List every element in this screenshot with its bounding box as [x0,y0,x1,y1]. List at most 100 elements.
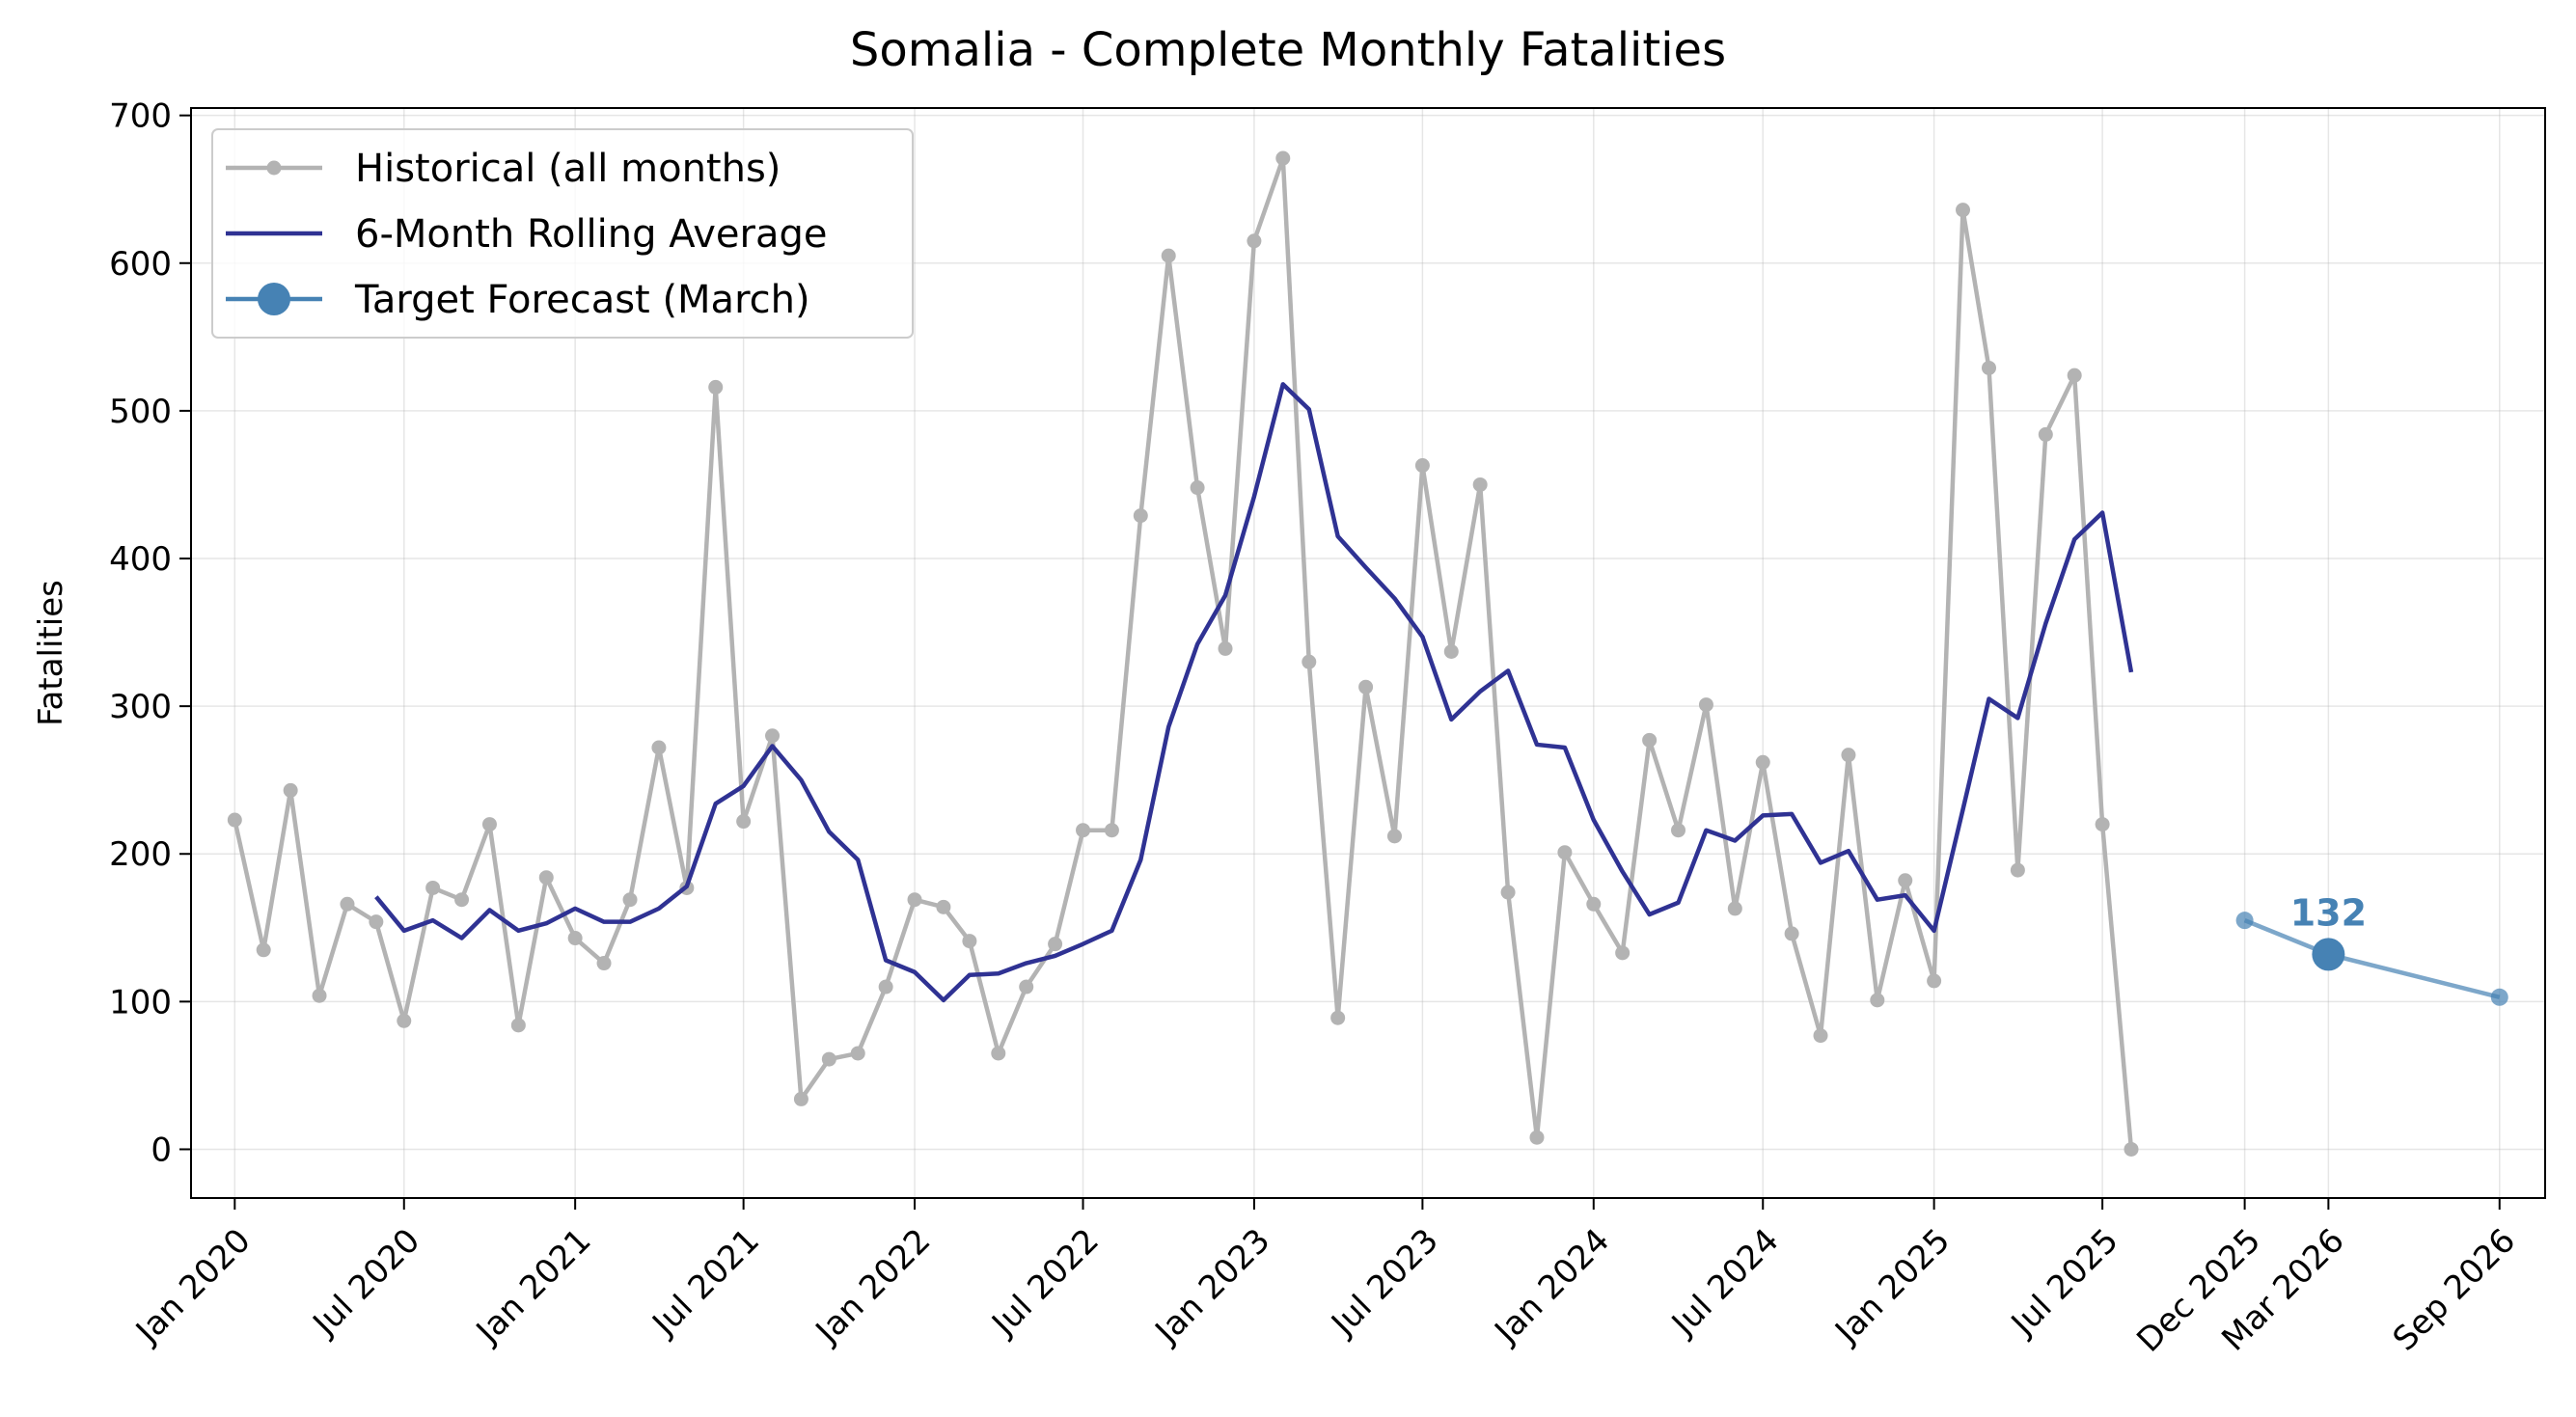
historical-point [1048,937,1063,952]
historical-point [708,379,724,395]
x-tick-label: Jul 2020 [305,1221,428,1345]
historical-point [1133,508,1148,524]
historical-point [1330,1010,1346,1025]
historical-point [1190,480,1205,496]
historical-point [878,979,893,995]
historical-point [1443,643,1459,659]
historical-point [1813,1028,1828,1044]
historical-point [312,988,327,1003]
historical-point [596,956,612,971]
y-axis: 0 100 200 300 400 500 600 700 [109,97,191,1169]
historical-point [1076,823,1091,838]
historical-point [1500,885,1516,900]
x-tick-label: Jul 2022 [983,1221,1107,1345]
historical-point [1104,823,1119,838]
historical-point [651,740,667,755]
historical-point [622,892,638,908]
legend-label: Historical (all months) [355,147,781,191]
historical-point [1557,845,1573,860]
forecast-target-point [2312,938,2345,971]
plot-frame [190,107,2546,1199]
historical-point [1755,754,1770,770]
historical-line [233,155,2134,1150]
legend-swatch-marker [258,283,290,315]
historical-point [510,1018,526,1033]
forecast-point [2490,988,2508,1006]
x-tick-label: Jul 2021 [644,1221,768,1345]
historical-point [425,880,441,895]
x-tick-label: Sep 2026 [2386,1221,2523,1358]
historical-point [1302,654,1317,669]
historical-point [227,812,242,828]
historical-point [907,892,922,908]
rolling-average-line [374,382,2134,1003]
historical-point [1898,873,1913,888]
historical-point [793,1091,808,1106]
x-tick-label: Jan 2022 [808,1221,939,1352]
historical-point [2038,426,2053,442]
historical-point [1727,901,1742,916]
historical-point [1698,697,1713,713]
forecast-point [2235,912,2254,930]
historical-point [397,1013,412,1028]
x-tick-label: Jul 2025 [2003,1221,2126,1345]
historical-point [1586,896,1602,912]
historical-point [1218,640,1233,656]
historical-point [1019,979,1034,995]
historical-point [962,934,977,949]
historical-point [2124,1141,2139,1157]
legend-swatch-marker [266,160,282,176]
x-tick-label: Jan 2024 [1487,1221,1618,1352]
historical-point [991,1046,1006,1061]
legend-label: Target Forecast (March) [354,278,810,322]
historical-point [2067,368,2082,383]
forecast-line [2243,918,2501,999]
historical-point [765,728,781,744]
historical-point [936,899,951,914]
historical-point [340,896,355,912]
historical-point [538,870,554,886]
historical-point [454,892,470,908]
legend-label: 6-Month Rolling Average [355,212,828,257]
x-tick-label: Jan 2020 [127,1221,259,1352]
historical-point [1386,829,1402,844]
historical-point [1358,679,1374,695]
historical-point [2095,817,2110,832]
historical-point [1472,477,1488,492]
y-tick-label: 700 [109,97,172,136]
historical-point [1841,748,1856,763]
historical-point [283,782,298,798]
historical-point [1275,150,1291,166]
historical-point [1927,973,1942,989]
historical-point [369,914,384,930]
x-tick-label: Jul 2024 [1663,1221,1787,1345]
historical-point [481,817,497,832]
legend: Historical (all months) 6-Month Rolling A… [211,128,914,339]
historical-point [2010,862,2025,878]
x-tick-label: Jan 2023 [1147,1221,1278,1352]
historical-point [850,1046,865,1061]
y-tick-label: 100 [109,983,172,1022]
historical-point [736,814,752,830]
y-tick-label: 500 [109,393,172,431]
series-layer: 132 [227,150,2508,1157]
historical-point [256,942,271,958]
x-axis: Jan 2020 Jul 2020 Jan 2021 Jul 2021 Jan 2022… [127,1198,2523,1360]
historical-point [1956,203,1971,218]
legend-box [211,128,914,339]
forecast-value-label: 132 [2290,891,2367,934]
historical-point [821,1051,836,1067]
x-tick-label: Jul 2023 [1323,1221,1446,1345]
y-tick-label: 600 [109,245,172,284]
historical-point [1982,360,1997,375]
historical-point [1161,248,1176,263]
y-tick-label: 300 [109,688,172,726]
x-tick-label: Jan 2025 [1826,1221,1958,1352]
historical-point [1247,233,1262,249]
y-tick-label: 200 [109,835,172,874]
historical-point [567,931,583,946]
y-tick-label: 400 [109,540,172,579]
x-tick-label: Jan 2021 [468,1221,599,1352]
historical-point [1784,926,1799,941]
